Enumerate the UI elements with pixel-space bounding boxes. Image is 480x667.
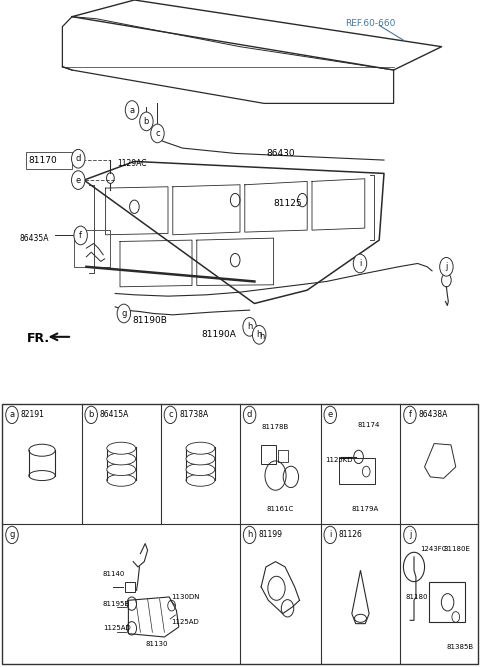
Text: b: b xyxy=(88,410,94,420)
Text: c: c xyxy=(155,129,160,138)
Text: j: j xyxy=(445,262,447,271)
Text: 81126: 81126 xyxy=(339,530,363,539)
Text: 81125: 81125 xyxy=(274,199,302,208)
Circle shape xyxy=(243,526,256,544)
Circle shape xyxy=(117,304,131,323)
Text: i: i xyxy=(359,259,361,268)
Text: 1130DN: 1130DN xyxy=(172,594,200,600)
Ellipse shape xyxy=(107,453,136,465)
Text: h: h xyxy=(256,330,262,340)
Text: 81179A: 81179A xyxy=(352,506,379,512)
Circle shape xyxy=(74,226,87,245)
Circle shape xyxy=(324,526,336,544)
Circle shape xyxy=(125,101,139,119)
Text: 81190B: 81190B xyxy=(132,315,167,325)
Circle shape xyxy=(164,406,177,424)
Circle shape xyxy=(353,254,367,273)
Text: 1129AC: 1129AC xyxy=(118,159,147,168)
Ellipse shape xyxy=(107,464,136,476)
Text: 86415A: 86415A xyxy=(100,410,129,419)
Text: a: a xyxy=(130,105,134,115)
Circle shape xyxy=(324,406,336,424)
Text: 81140: 81140 xyxy=(102,571,124,576)
Circle shape xyxy=(85,406,97,424)
Circle shape xyxy=(243,317,256,336)
Circle shape xyxy=(72,171,85,189)
Text: h: h xyxy=(247,530,252,540)
Text: b: b xyxy=(144,117,149,126)
Text: 81199: 81199 xyxy=(258,530,282,539)
Circle shape xyxy=(404,406,416,424)
Text: g: g xyxy=(9,530,15,540)
Text: 81130: 81130 xyxy=(145,641,168,646)
Circle shape xyxy=(261,336,262,338)
Text: 86438A: 86438A xyxy=(419,410,448,419)
Text: j: j xyxy=(409,530,411,540)
Circle shape xyxy=(140,112,153,131)
Text: e: e xyxy=(328,410,333,420)
Text: a: a xyxy=(10,410,14,420)
Text: 1243FC: 1243FC xyxy=(420,546,446,552)
Text: 1125AD: 1125AD xyxy=(172,619,199,624)
Text: d: d xyxy=(247,410,252,420)
Text: 81180E: 81180E xyxy=(444,546,470,552)
Ellipse shape xyxy=(186,453,215,465)
Text: 81180: 81180 xyxy=(405,594,428,600)
Circle shape xyxy=(440,257,453,276)
Text: REF.60-660: REF.60-660 xyxy=(346,19,396,28)
Text: 81385B: 81385B xyxy=(446,644,473,650)
Text: g: g xyxy=(121,309,127,318)
Circle shape xyxy=(6,526,18,544)
Text: h: h xyxy=(259,332,264,342)
Text: f: f xyxy=(79,231,82,240)
Text: 86430: 86430 xyxy=(266,149,295,158)
Circle shape xyxy=(404,526,416,544)
Text: 81174: 81174 xyxy=(358,422,380,428)
Text: 81161C: 81161C xyxy=(267,506,294,512)
Text: c: c xyxy=(168,410,173,420)
Text: 82191: 82191 xyxy=(21,410,45,419)
Circle shape xyxy=(72,149,85,168)
Ellipse shape xyxy=(186,474,215,486)
Text: i: i xyxy=(329,530,331,540)
Text: 81190A: 81190A xyxy=(202,330,237,340)
Text: 81738A: 81738A xyxy=(179,410,208,419)
Text: 81195B: 81195B xyxy=(103,601,130,606)
Text: e: e xyxy=(76,175,81,185)
Text: 1125KD: 1125KD xyxy=(325,458,353,463)
Ellipse shape xyxy=(107,442,136,454)
Text: h: h xyxy=(247,322,252,331)
Ellipse shape xyxy=(186,464,215,476)
Circle shape xyxy=(243,406,256,424)
Text: 1125AD: 1125AD xyxy=(103,626,131,631)
Circle shape xyxy=(151,124,164,143)
Text: FR.: FR. xyxy=(26,332,49,346)
Text: 86435A: 86435A xyxy=(19,233,48,243)
Text: f: f xyxy=(408,410,411,420)
Ellipse shape xyxy=(107,474,136,486)
Text: 81170: 81170 xyxy=(29,155,58,165)
Text: 81178B: 81178B xyxy=(262,424,289,430)
Circle shape xyxy=(6,406,18,424)
Text: d: d xyxy=(75,154,81,163)
Circle shape xyxy=(252,325,266,344)
Ellipse shape xyxy=(186,442,215,454)
